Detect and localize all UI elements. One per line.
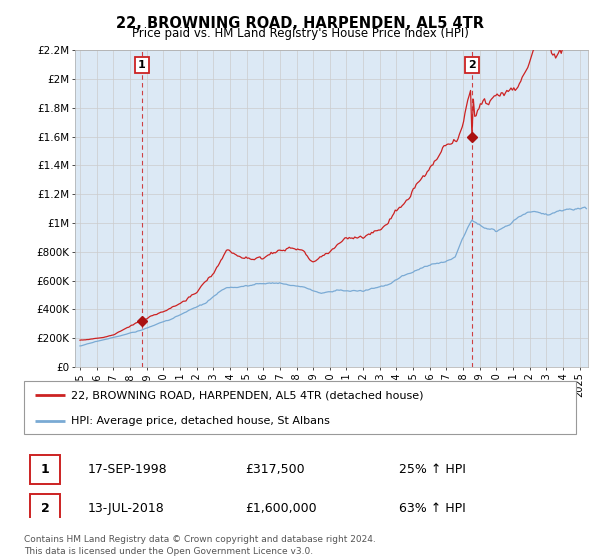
Text: 2: 2	[41, 502, 49, 515]
FancyBboxPatch shape	[24, 381, 576, 434]
Text: HPI: Average price, detached house, St Albans: HPI: Average price, detached house, St A…	[71, 416, 330, 426]
Text: Price paid vs. HM Land Registry's House Price Index (HPI): Price paid vs. HM Land Registry's House …	[131, 27, 469, 40]
Text: 1: 1	[41, 463, 49, 476]
Text: £1,600,000: £1,600,000	[245, 502, 316, 515]
Text: 1: 1	[138, 59, 146, 69]
FancyBboxPatch shape	[29, 455, 61, 484]
Text: 63% ↑ HPI: 63% ↑ HPI	[400, 502, 466, 515]
Text: £317,500: £317,500	[245, 463, 304, 476]
Text: 22, BROWNING ROAD, HARPENDEN, AL5 4TR: 22, BROWNING ROAD, HARPENDEN, AL5 4TR	[116, 16, 484, 31]
Text: 25% ↑ HPI: 25% ↑ HPI	[400, 463, 466, 476]
Text: 2: 2	[468, 59, 476, 69]
Text: 13-JUL-2018: 13-JUL-2018	[88, 502, 164, 515]
Text: 17-SEP-1998: 17-SEP-1998	[88, 463, 167, 476]
FancyBboxPatch shape	[29, 494, 61, 523]
Text: Contains HM Land Registry data © Crown copyright and database right 2024.
This d: Contains HM Land Registry data © Crown c…	[24, 535, 376, 556]
Text: 22, BROWNING ROAD, HARPENDEN, AL5 4TR (detached house): 22, BROWNING ROAD, HARPENDEN, AL5 4TR (d…	[71, 390, 424, 400]
